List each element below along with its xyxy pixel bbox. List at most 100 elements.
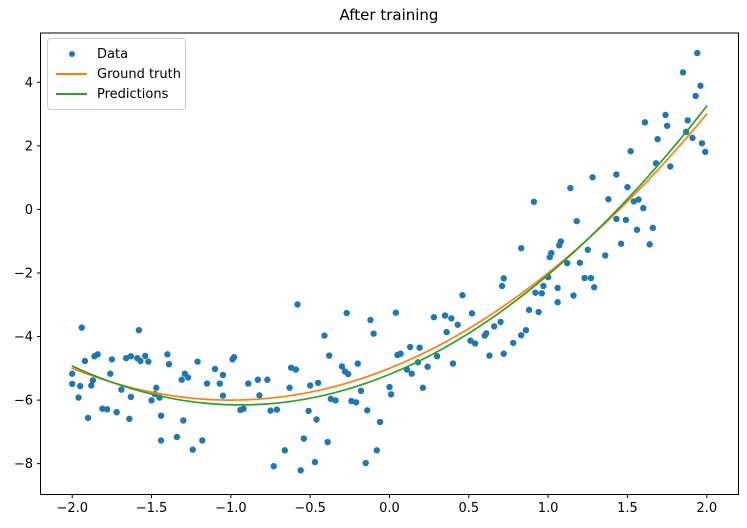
data-point: [633, 226, 641, 233]
x-tick-label: −1.5: [136, 501, 168, 516]
data-point: [352, 399, 360, 406]
data-point: [286, 384, 293, 391]
data-point: [113, 408, 120, 416]
data-point: [525, 306, 533, 314]
data-point: [184, 374, 192, 381]
data-point: [305, 407, 312, 415]
y-tick-label: −4: [14, 330, 33, 345]
data-point: [273, 406, 281, 413]
data-point: [230, 353, 238, 361]
data-point: [510, 339, 517, 347]
data-point: [89, 377, 97, 384]
data-point: [449, 360, 457, 367]
predictions-curve: [71, 105, 708, 406]
data-point: [424, 363, 431, 370]
legend: Data Ground truth Predictions: [47, 38, 186, 110]
data-point: [281, 447, 288, 454]
data-point: [69, 380, 76, 388]
data-point: [137, 357, 144, 365]
data-point: [624, 183, 631, 191]
data-point: [84, 414, 92, 422]
legend-item-data: Data: [54, 44, 180, 64]
data-point: [203, 380, 211, 387]
data-point: [500, 275, 507, 282]
y-tick-label: −6: [14, 394, 33, 409]
data-point: [362, 459, 369, 467]
data-point: [605, 196, 612, 203]
data-point: [103, 406, 111, 413]
data-point: [153, 384, 160, 391]
data-point: [321, 332, 328, 339]
data-point: [498, 282, 506, 290]
data-point: [219, 371, 227, 379]
data-point: [194, 358, 201, 365]
data-point: [701, 148, 709, 156]
data-point: [157, 412, 165, 419]
ground-truth-swatch: [56, 73, 87, 75]
data-point: [270, 463, 277, 470]
y-tick-label: 2: [25, 139, 33, 154]
data-point: [178, 376, 185, 383]
x-tick-label: −0.5: [294, 501, 326, 516]
x-tick-label: −1.0: [215, 501, 247, 516]
data-point: [180, 417, 187, 424]
data-point: [216, 380, 223, 387]
data-point: [254, 376, 262, 383]
x-tick-label: 2.0: [696, 501, 717, 516]
data-point: [443, 328, 450, 336]
data-point: [646, 241, 653, 248]
legend-label-predictions: Predictions: [97, 86, 169, 102]
data-point: [78, 324, 85, 331]
data-point: [535, 308, 542, 316]
x-tick-label: 0.5: [458, 501, 479, 516]
data-point: [376, 418, 384, 426]
data-point: [69, 370, 76, 377]
data-point: [297, 467, 304, 474]
data-point: [679, 69, 687, 76]
data-point: [419, 384, 427, 391]
data-point: [76, 382, 84, 390]
data-point: [468, 310, 476, 317]
x-tick-label: 1.5: [617, 501, 638, 516]
data-point: [373, 447, 381, 454]
data-point: [454, 321, 461, 328]
data-point: [663, 122, 671, 130]
data-point: [467, 337, 474, 344]
data-point: [448, 315, 455, 322]
data-point: [554, 284, 561, 292]
data-point: [641, 119, 649, 126]
data-point: [332, 397, 339, 404]
data-point: [165, 360, 173, 368]
data-point: [538, 290, 545, 297]
data-point: [622, 216, 630, 224]
legend-label-ground-truth: Ground truth: [97, 66, 181, 82]
line-marker-icon: [56, 84, 87, 104]
x-tick-label: 1.0: [538, 501, 559, 516]
data-point: [164, 351, 171, 358]
data-dot-swatch: [68, 51, 75, 57]
data-point: [189, 446, 196, 453]
data-point: [649, 224, 657, 232]
data-point: [392, 309, 400, 316]
data-point: [617, 240, 625, 247]
data-point: [530, 198, 538, 205]
data-point: [654, 135, 661, 143]
data-point: [567, 184, 574, 192]
data-point: [570, 292, 577, 299]
chart-title: After training: [339, 6, 439, 24]
x-tick-label: −2.0: [56, 501, 88, 516]
data-point: [433, 353, 441, 360]
data-point: [199, 437, 206, 444]
data-point: [264, 376, 271, 383]
data-point: [357, 387, 365, 395]
data-point: [697, 82, 704, 89]
line-marker-icon: [56, 64, 87, 84]
data-point: [532, 289, 539, 296]
data-point: [148, 397, 155, 404]
data-point: [540, 282, 547, 290]
y-tick-label: 4: [25, 76, 33, 91]
data-point: [94, 351, 101, 358]
data-point: [300, 435, 308, 442]
data-point: [108, 356, 116, 363]
data-point: [554, 299, 561, 306]
